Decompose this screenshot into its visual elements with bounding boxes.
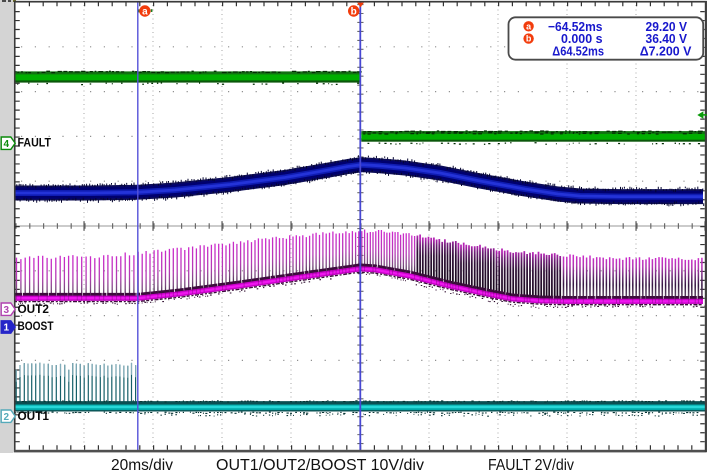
svg-text:OUT1/OUT2/BOOST 10V/div: OUT1/OUT2/BOOST 10V/div xyxy=(216,457,424,474)
svg-text:0.000 s: 0.000 s xyxy=(561,31,603,46)
svg-text:BOOST: BOOST xyxy=(18,319,55,333)
svg-text:a: a xyxy=(526,21,532,31)
svg-text:20ms/div: 20ms/div xyxy=(111,457,173,474)
svg-text:2: 2 xyxy=(4,412,10,423)
svg-text:4: 4 xyxy=(4,139,10,150)
svg-text:FAULT 2V/div: FAULT 2V/div xyxy=(488,457,574,474)
svg-text:1: 1 xyxy=(4,323,10,334)
svg-text:OUT2: OUT2 xyxy=(18,302,50,316)
svg-text:FAULT: FAULT xyxy=(18,136,52,150)
svg-text:Δ64.52ms: Δ64.52ms xyxy=(552,43,604,58)
svg-text:a: a xyxy=(142,6,148,17)
svg-text:−64.52ms: −64.52ms xyxy=(548,19,603,34)
svg-text:Δ7.200 V: Δ7.200 V xyxy=(640,43,692,58)
svg-text:b: b xyxy=(526,34,532,44)
svg-text:29.20 V: 29.20 V xyxy=(646,19,688,34)
svg-text:OUT1: OUT1 xyxy=(18,409,50,423)
svg-text:36.40 V: 36.40 V xyxy=(646,31,688,46)
svg-text:3: 3 xyxy=(4,305,10,316)
svg-text:b: b xyxy=(351,6,357,17)
